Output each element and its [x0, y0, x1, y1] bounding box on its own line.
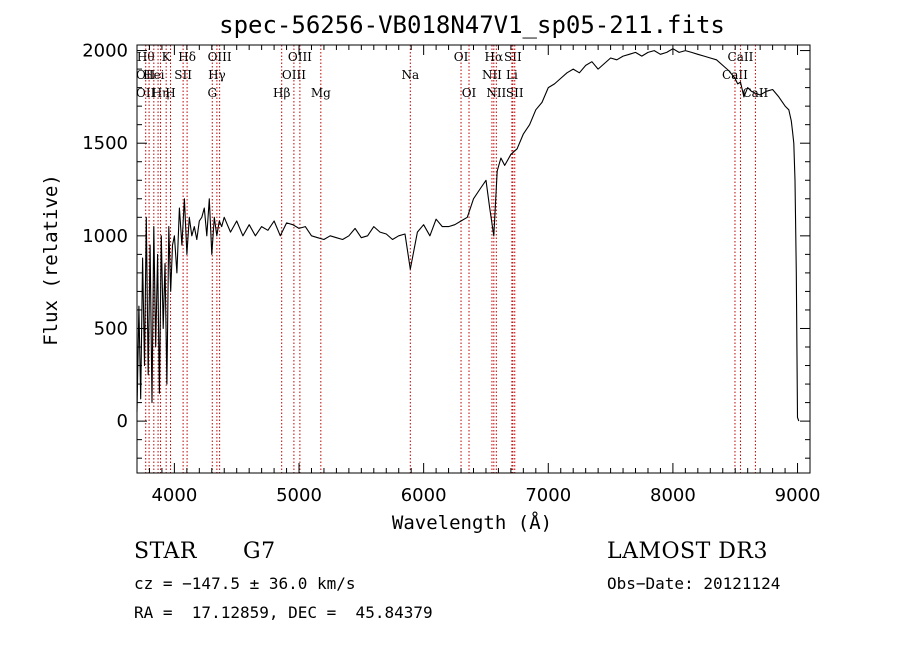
line-label-0-1: OII — [136, 68, 156, 82]
line-label-25-0: CaII — [722, 68, 748, 82]
line-label-19-0: NII — [482, 68, 502, 82]
observation-date: Obs−Date: 20121124 — [607, 574, 781, 593]
line-label-0-0: Hθ — [137, 50, 155, 64]
x-tick-label-5000: 5000 — [276, 485, 322, 506]
y-tick-label-1000: 1000 — [82, 226, 128, 247]
plot-axes — [136, 44, 811, 474]
spectrum-line — [136, 48, 800, 422]
y-tick-label-1500: 1500 — [82, 133, 128, 154]
x-tick-label-6000: 6000 — [401, 485, 447, 506]
line-label-24-0: SII — [506, 86, 524, 100]
line-label-23-0: SII — [504, 50, 522, 64]
y-axis-label: Flux (relative) — [40, 174, 62, 346]
line-label-21-0: NII — [486, 86, 506, 100]
sky-coordinates: RA = 17.12859, DEC = 45.84379 — [134, 603, 433, 622]
x-tick-label-9000: 9000 — [775, 485, 821, 506]
line-label-26-0: CaII — [728, 50, 754, 64]
line-label-0-2: OII — [136, 86, 156, 100]
line-label-22-0: Li — [506, 68, 518, 82]
y-tick-label-0: 0 — [117, 411, 128, 432]
line-label-18-0: OI — [462, 86, 477, 100]
line-label-16-0: Na — [401, 68, 419, 82]
x-axis-label: Wavelength (Å) — [392, 511, 552, 534]
line-label-6-0: H — [165, 86, 175, 100]
object-class: STAR — [134, 539, 197, 564]
line-label-13-0: OIII — [282, 68, 306, 82]
x-tick-label-8000: 8000 — [650, 485, 696, 506]
x-tick-label-7000: 7000 — [525, 485, 571, 506]
line-label-11-0: OIII — [208, 50, 232, 64]
line-label-17-0: OI — [454, 50, 469, 64]
line-label-7-0: SII — [174, 68, 192, 82]
line-label-12-0: Hβ — [273, 86, 290, 100]
line-label-4-0: Hη — [152, 86, 170, 100]
line-label-15-0: Mg — [311, 86, 331, 100]
survey-name: LAMOST DR3 — [607, 539, 768, 564]
line-label-9-0: G — [207, 86, 217, 100]
line-label-2-0: Hei — [143, 68, 165, 82]
x-tick-label-4000: 4000 — [151, 485, 197, 506]
chart-title: spec-56256-VB018N47V1_sp05-211.fits — [219, 11, 725, 39]
plot-frame — [136, 44, 811, 474]
line-label-8-0: Hδ — [178, 50, 196, 64]
redshift-velocity: cz = −147.5 ± 36.0 km/s — [134, 574, 356, 593]
emission-line-markers: HθOIIOIIHeiHηKHSIIHδGHγOIIIHβOIIIOIIIMgN… — [136, 45, 769, 473]
line-label-20-0: Hα — [485, 50, 504, 64]
spectrum-series — [136, 48, 800, 422]
line-label-14-0: OIII — [288, 50, 312, 64]
tick-labels: 4000 5000 6000 7000 8000 9000 0 500 1000 1500 2000 — [82, 41, 820, 506]
line-label-10-0: Hγ — [208, 68, 226, 82]
y-tick-label-500: 500 — [94, 318, 128, 339]
spectral-subclass: G7 — [243, 539, 276, 564]
y-tick-label-2000: 2000 — [82, 41, 128, 62]
line-label-5-0: K — [162, 50, 172, 64]
